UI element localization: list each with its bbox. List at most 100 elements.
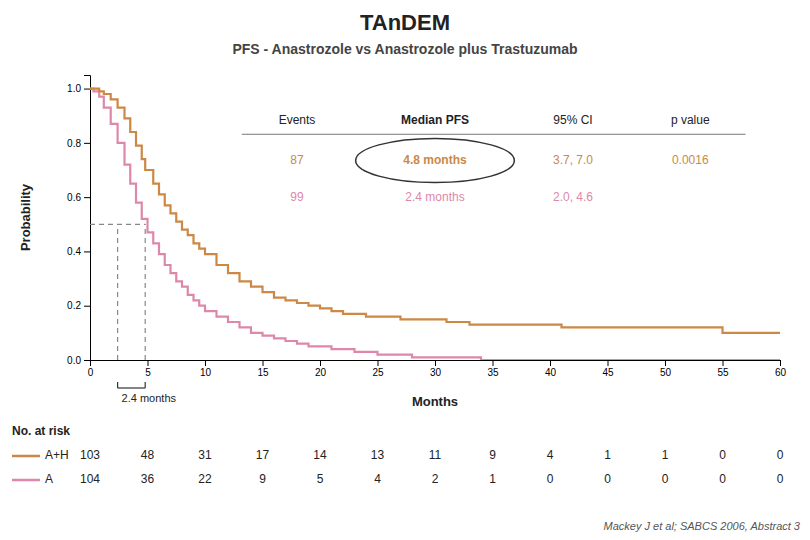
tick-mark <box>84 143 90 144</box>
tick-label: 45 <box>602 367 614 378</box>
at-risk-count: 0 <box>662 472 669 486</box>
at-risk-count: 9 <box>259 472 266 486</box>
tick: 35 <box>487 360 499 378</box>
at-risk-count: 13 <box>371 448 385 462</box>
tick-label: 10 <box>200 367 212 378</box>
tick: 0 <box>88 360 94 378</box>
tick-label: 50 <box>660 367 672 378</box>
tick-mark <box>493 360 494 366</box>
tick: 0.2 <box>67 300 90 311</box>
axis-line <box>84 76 91 361</box>
tick-mark <box>550 360 551 366</box>
at-risk-count: 14 <box>313 448 327 462</box>
at-risk-count: 0 <box>719 448 726 462</box>
at-risk-key <box>12 455 40 458</box>
median-line <box>145 224 146 360</box>
at-risk-key <box>12 479 40 482</box>
title: TAnDEM <box>360 10 450 35</box>
at-risk-count: 11 <box>429 448 442 462</box>
tick: 55 <box>717 360 729 378</box>
stats-table: EventsMedian PFS95% CIp value874.8 month… <box>242 113 746 204</box>
tick: 50 <box>660 360 672 378</box>
tick: 40 <box>545 360 557 378</box>
x-axis: 0 5 10 15 20 25 30 35 40 45 50 55 60 <box>88 360 787 378</box>
tick: 20 <box>315 360 327 378</box>
at-risk-count: 1 <box>662 448 669 462</box>
bracket-end <box>145 382 146 388</box>
table-header: Events <box>279 113 316 127</box>
tick-label: 15 <box>257 367 269 378</box>
highlight-ellipse <box>356 138 515 182</box>
table-cell: 2.0, 4.6 <box>553 190 593 204</box>
at-risk-title: No. at risk <box>12 424 70 438</box>
at-risk-label: A <box>45 472 53 486</box>
at-risk-count: 1 <box>489 472 496 486</box>
at-risk-count: 0 <box>604 472 611 486</box>
at-risk-count: 1 <box>604 448 611 462</box>
table-rule <box>242 134 746 135</box>
tick-label: 0.4 <box>67 246 81 257</box>
at-risk-count: 5 <box>317 472 324 486</box>
plot: 0 5 10 15 20 25 30 35 40 45 50 55 60 0.0 0.2 0.4 0.6 0.8 1… <box>67 76 786 405</box>
at-risk-count: 9 <box>489 448 496 462</box>
at-risk-count: 4 <box>547 448 554 462</box>
at-risk-count: 103 <box>80 448 100 462</box>
tick-mark <box>84 89 90 90</box>
tick-mark <box>780 360 781 366</box>
y-axis-title: Probability <box>18 183 33 251</box>
tick-label: 60 <box>775 367 787 378</box>
tick-mark <box>378 360 379 366</box>
tick: 10 <box>200 360 212 378</box>
x-axis-title: Months <box>412 394 458 409</box>
tick-label: 30 <box>430 367 442 378</box>
at-risk-count: 0 <box>777 448 784 462</box>
subtitle: PFS - Anastrozole vs Anastrozole plus Tr… <box>232 41 577 57</box>
km-curve <box>90 89 780 333</box>
tick-label: 0.2 <box>67 300 81 311</box>
tick: 0.0 <box>67 355 90 366</box>
tick-mark <box>205 360 206 366</box>
tick: 60 <box>775 360 787 378</box>
tick-mark <box>723 360 724 366</box>
tick-label: 25 <box>372 367 384 378</box>
bracket-end <box>117 382 118 388</box>
axis-line <box>91 361 781 367</box>
tick-label: 0 <box>88 367 94 378</box>
table-cell: 2.4 months <box>405 190 464 204</box>
at-risk-label: A+H <box>45 448 69 462</box>
table-header: p value <box>671 113 710 127</box>
at-risk-count: 0 <box>547 472 554 486</box>
tick-mark <box>84 251 90 252</box>
tick: 1.0 <box>67 83 90 94</box>
tick-mark <box>263 360 264 366</box>
tick-mark <box>665 360 666 366</box>
bracket-label: 2.4 months <box>122 392 177 404</box>
tick: 25 <box>372 360 384 378</box>
tick-label: 0.8 <box>67 138 81 149</box>
km-curve <box>90 89 780 360</box>
tick-mark <box>84 360 90 361</box>
at-risk-count: 0 <box>719 472 726 486</box>
at-risk-count: 36 <box>141 472 155 486</box>
tick: 0.4 <box>67 246 90 257</box>
tick-label: 1.0 <box>67 83 81 94</box>
tick-label: 5 <box>145 367 151 378</box>
citation: Mackey J et al; SABCS 2006, Abstract 3 <box>604 520 801 532</box>
at-risk-count: 48 <box>141 448 155 462</box>
table-cell: 4.8 months <box>403 153 467 167</box>
tick-label: 20 <box>315 367 327 378</box>
table-cell: 99 <box>290 190 304 204</box>
tick: 5 <box>145 360 151 378</box>
tick-label: 0.6 <box>67 192 81 203</box>
tick-mark <box>84 197 90 198</box>
tick: 45 <box>602 360 614 378</box>
tick-label: 55 <box>717 367 729 378</box>
table-cell: 3.7, 7.0 <box>553 153 593 167</box>
y-axis: 0.0 0.2 0.4 0.6 0.8 1.0 <box>67 76 90 366</box>
tick-mark <box>435 360 436 366</box>
bracket-bar <box>118 387 146 388</box>
at-risk-count: 22 <box>198 472 212 486</box>
tick-mark <box>608 360 609 366</box>
table-cell: 87 <box>290 153 304 167</box>
tick-mark <box>148 360 149 366</box>
